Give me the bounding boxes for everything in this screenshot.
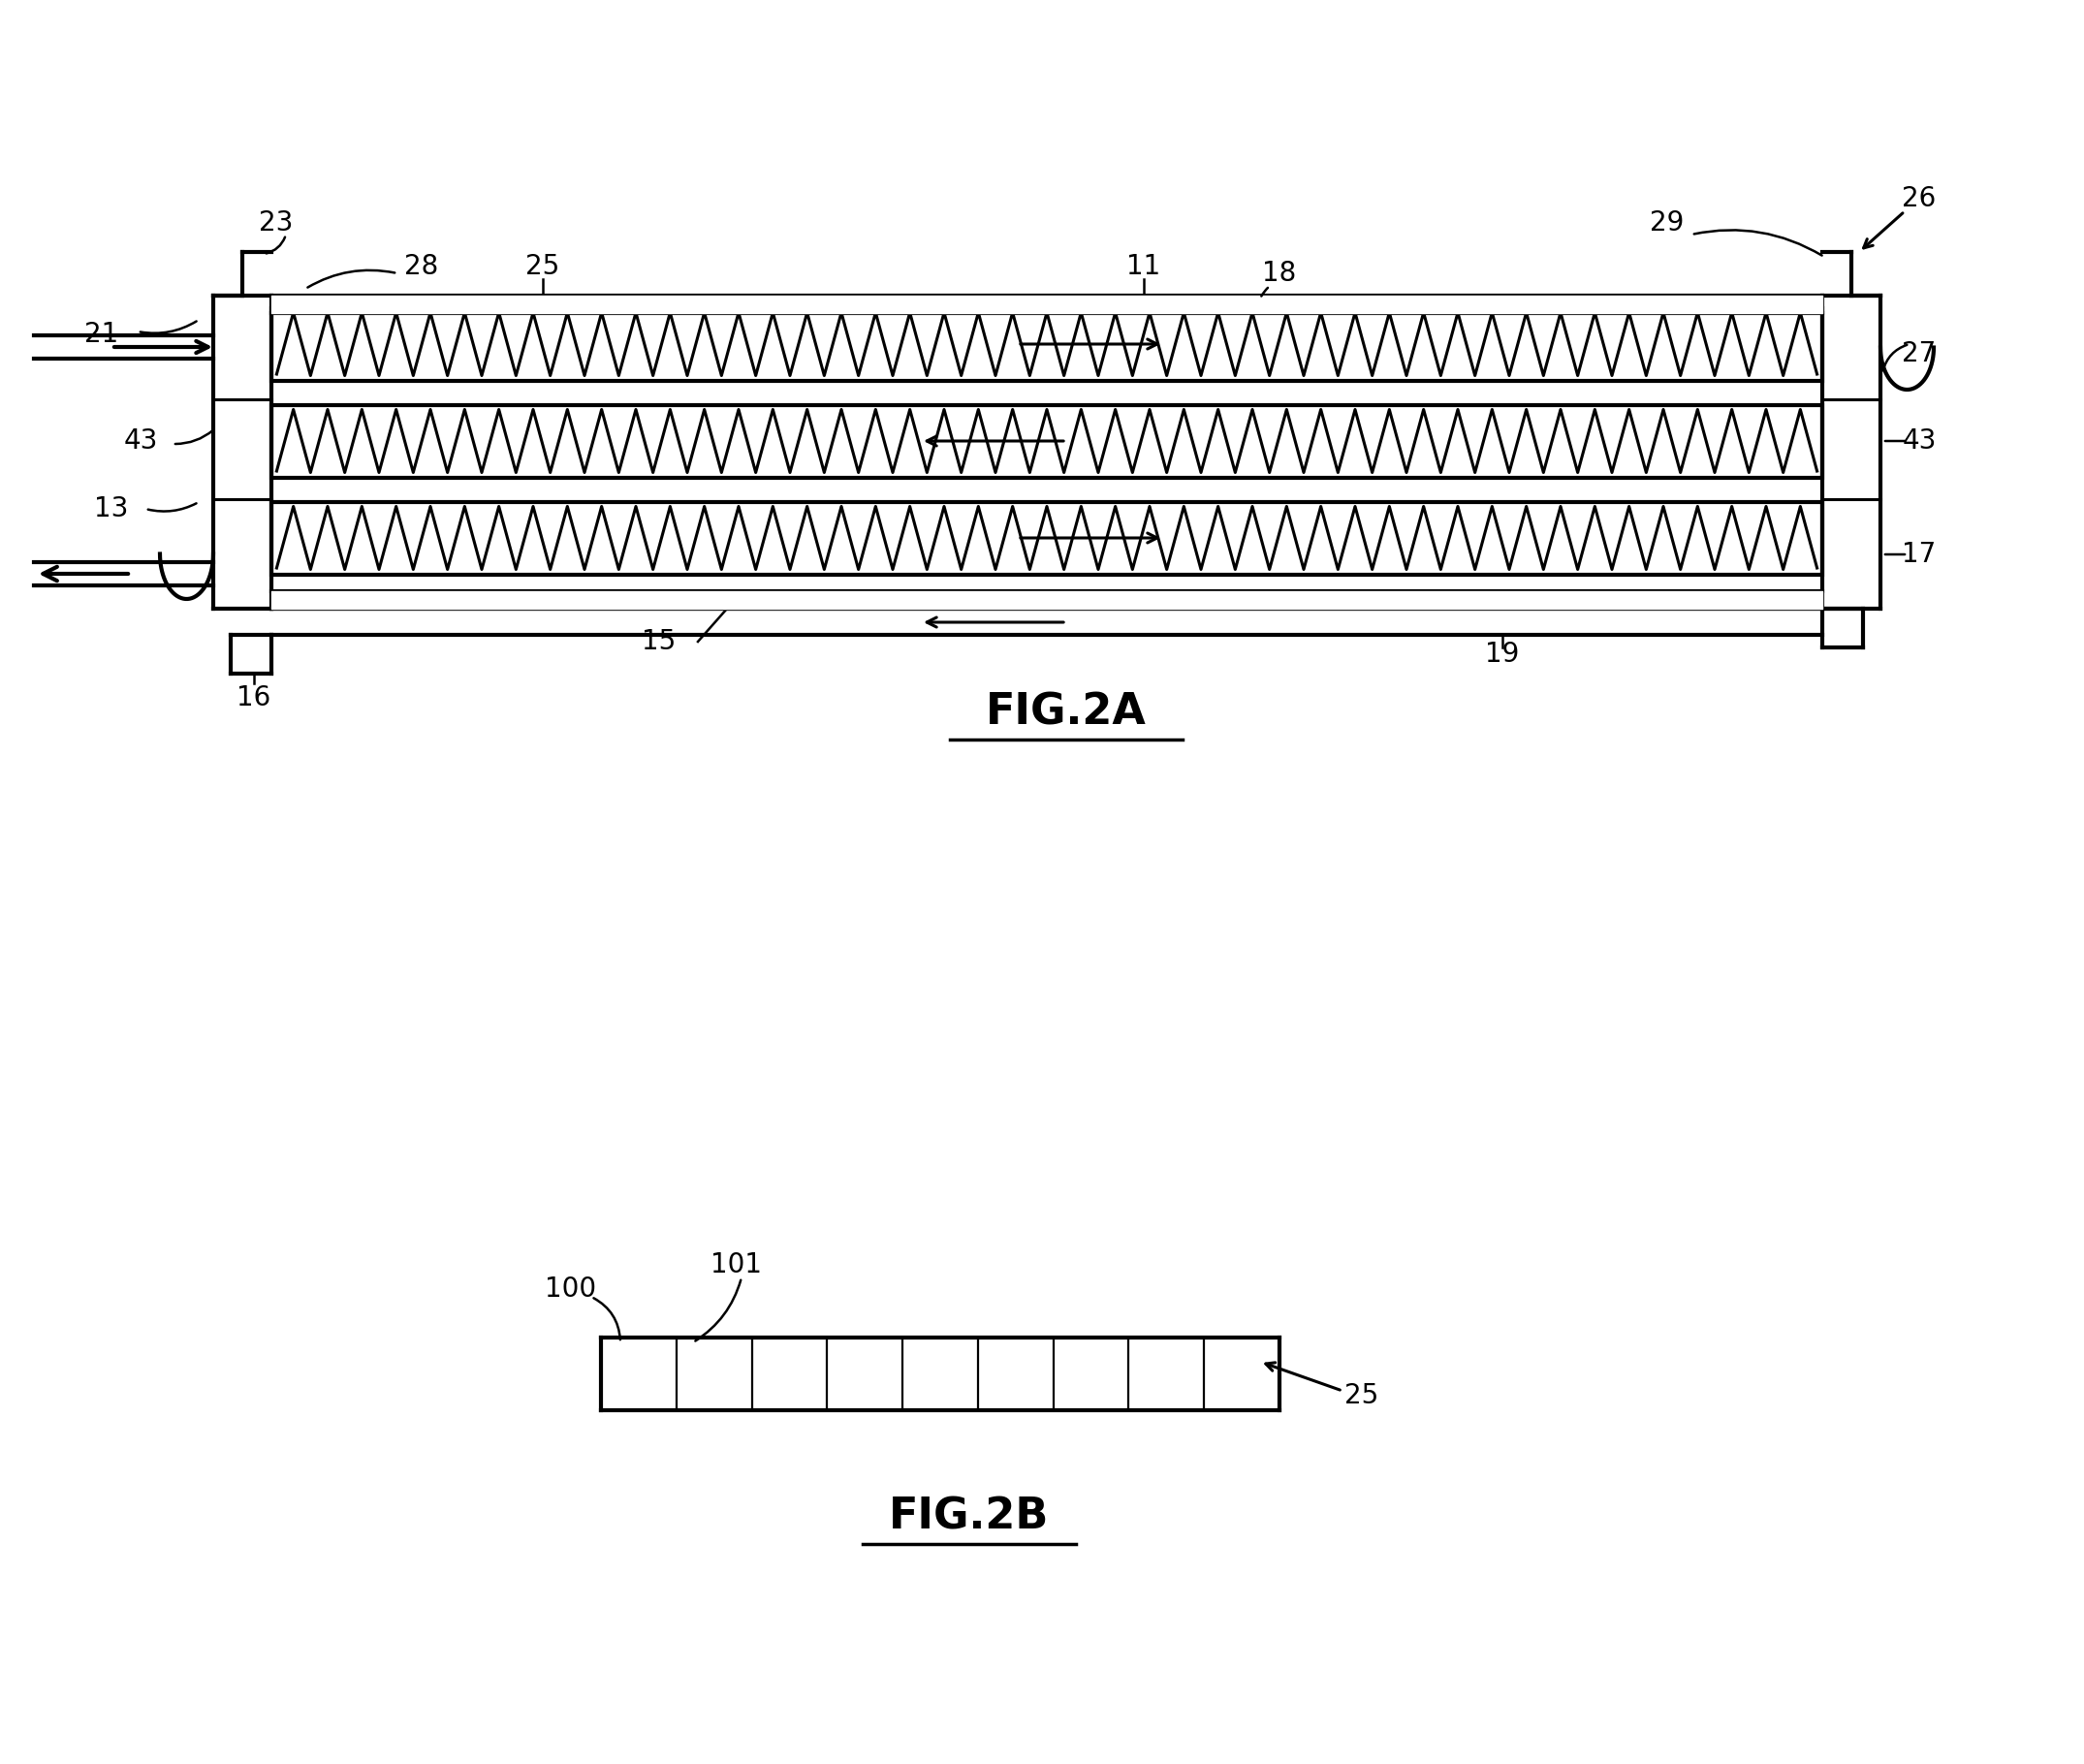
- Text: 26: 26: [1903, 185, 1936, 212]
- Text: FIG.2A: FIG.2A: [986, 691, 1146, 734]
- Text: 21: 21: [85, 321, 119, 348]
- Text: 100: 100: [544, 1275, 596, 1302]
- Text: 19: 19: [1486, 640, 1519, 669]
- Text: 17: 17: [1903, 542, 1936, 568]
- Text: 15: 15: [642, 628, 675, 654]
- Text: 43: 43: [1903, 427, 1936, 455]
- Text: FIG.2B: FIG.2B: [890, 1496, 1050, 1538]
- Text: 43: 43: [123, 427, 158, 455]
- Text: 29: 29: [1651, 210, 1684, 236]
- Text: 25: 25: [525, 252, 561, 280]
- Text: 16: 16: [238, 684, 271, 711]
- Text: 13: 13: [94, 496, 129, 522]
- Text: 11: 11: [1127, 252, 1161, 280]
- Text: 23: 23: [258, 210, 294, 236]
- Text: 101: 101: [711, 1251, 763, 1279]
- Text: 25: 25: [1344, 1383, 1380, 1409]
- Text: 27: 27: [1903, 340, 1936, 367]
- Text: 18: 18: [1263, 259, 1296, 288]
- Text: 28: 28: [404, 252, 440, 280]
